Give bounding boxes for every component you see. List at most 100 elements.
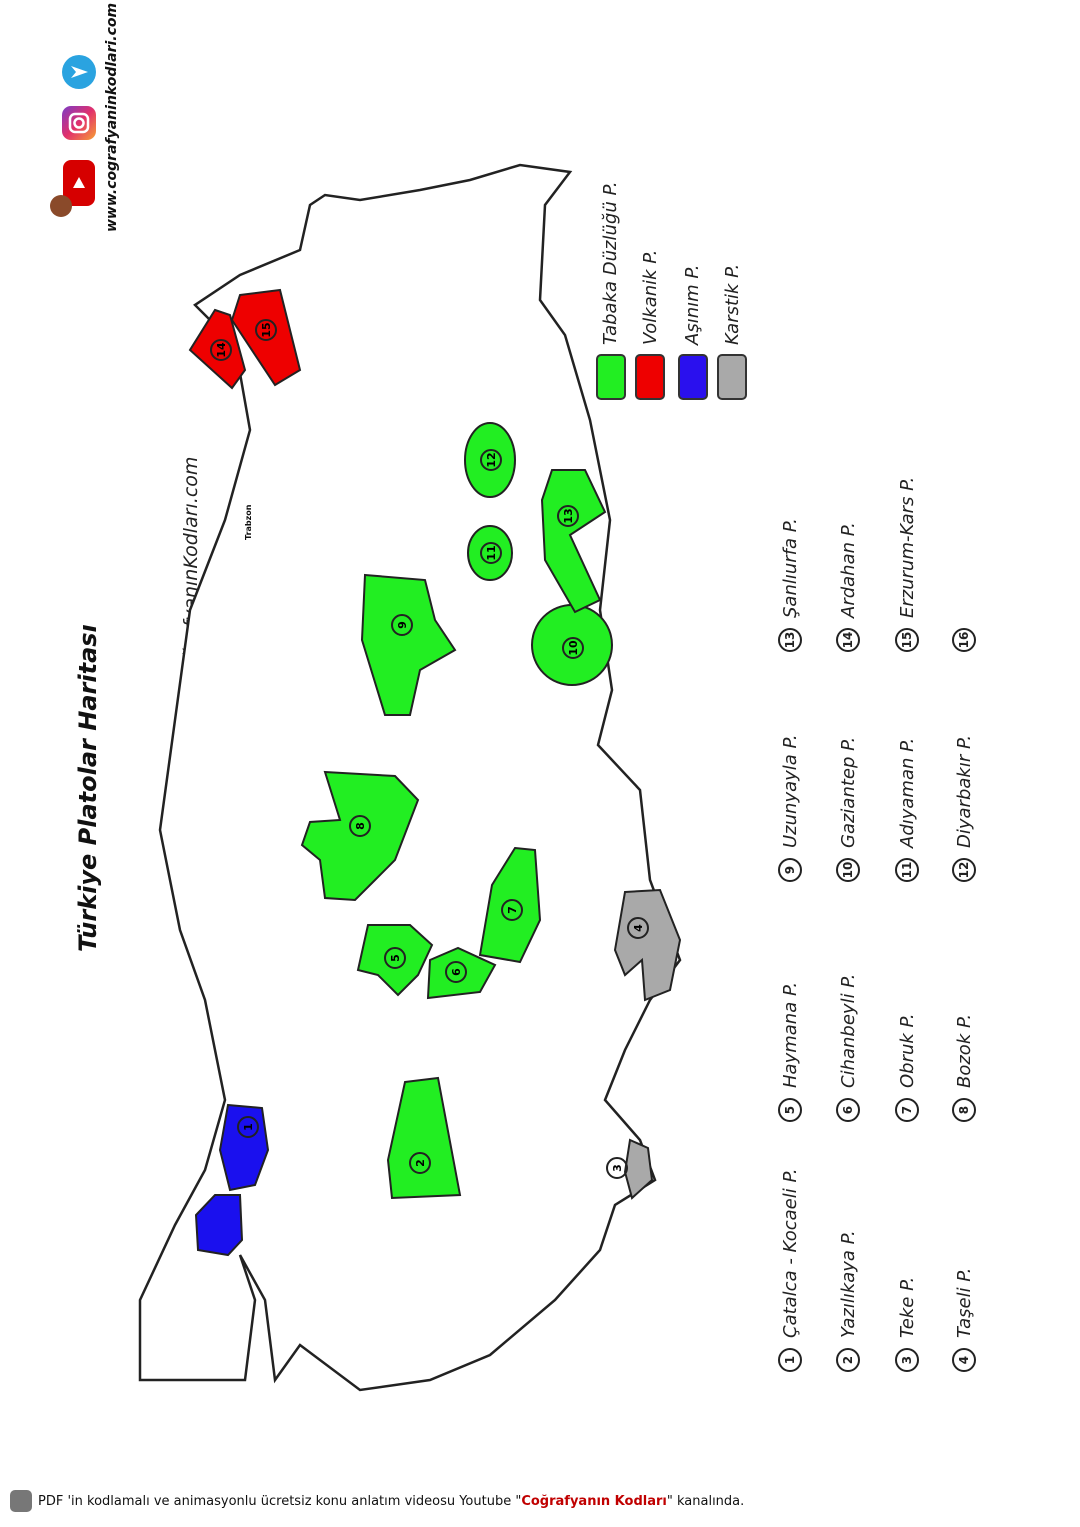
plateau-list-item: 10 Gaziantep P. (836, 737, 860, 882)
map-label-number: 7 (506, 906, 519, 914)
plateau-number: 9 (778, 858, 802, 882)
plateau-number: 12 (952, 858, 976, 882)
plateau-list-item: 2 Yazılıkaya P. (836, 1230, 860, 1372)
plateau-number: 11 (895, 858, 919, 882)
plateau-name: Çatalca - Kocaeli P. (779, 1168, 801, 1338)
cartoon-avatar-icon (50, 195, 72, 217)
plateau-number: 6 (836, 1098, 860, 1122)
plateau-9[interactable] (360, 573, 457, 716)
telegram-icon[interactable] (62, 55, 96, 89)
plateau-name: Bozok P. (953, 1013, 975, 1088)
plateau-name: Şanlıurfa P. (779, 518, 801, 618)
map-label-circle (627, 917, 649, 939)
plateau-7[interactable] (478, 846, 542, 964)
legend-label-karstik: Karstik P. (722, 263, 743, 345)
plateau-number: 14 (836, 628, 860, 652)
map-label-circle (409, 1152, 431, 1174)
map-label-number: 10 (567, 640, 580, 656)
plateau-4[interactable] (613, 888, 682, 1002)
plateau-name: Uzunyayla P. (779, 734, 801, 848)
map-label-number: 2 (414, 1159, 427, 1167)
map-label-circle (480, 542, 502, 564)
plateau-12[interactable] (464, 422, 516, 498)
map-label-circle (445, 961, 467, 983)
footer-text: PDF 'in kodlamalı ve animasyonlu ücretsi… (38, 1493, 745, 1509)
plateau-number: 15 (895, 628, 919, 652)
legend-label-volkanik: Volkanik P. (640, 249, 661, 345)
plateau-name: Adıyaman P. (896, 737, 918, 848)
youtube-icon[interactable] (63, 160, 95, 206)
legend-swatch-karstik (717, 354, 747, 400)
plateau-list-item: 14 Ardahan P. (836, 522, 860, 652)
map-label-number: 8 (354, 822, 367, 830)
plateau-number: 2 (836, 1348, 860, 1372)
map-label-number: 3 (611, 1164, 624, 1172)
map-label-number: 15 (260, 322, 273, 337)
plateau-11[interactable] (467, 525, 513, 581)
plateau-list-item: 6 Cihanbeyli P. (836, 974, 860, 1122)
map-label-circle (562, 637, 584, 659)
plateau-6[interactable] (426, 946, 497, 1000)
plateau-list-item: 4 Taşeli P. (952, 1268, 976, 1372)
plateau-name: Erzurum-Kars P. (896, 476, 918, 618)
plateau-name: Teke P. (896, 1276, 918, 1338)
plateau-number: 4 (952, 1348, 976, 1372)
plateau-list-item: 7 Obruk P. (895, 1013, 919, 1122)
map-label-circle (349, 815, 371, 837)
map-label-circle (391, 614, 413, 636)
plateau-number: 8 (952, 1098, 976, 1122)
plateau-list-item: 1 Çatalca - Kocaeli P. (778, 1168, 802, 1372)
plateau-14[interactable] (188, 308, 247, 390)
plateau-name: Diyarbakır P. (953, 734, 975, 848)
legend-swatch-tabaka (596, 354, 626, 400)
plateau-list-item: 12 Diyarbakır P. (952, 735, 976, 882)
map-label-number: 6 (450, 968, 463, 976)
plateau-list-item: 11 Adıyaman P. (895, 738, 919, 882)
map-label-circle (606, 1157, 628, 1179)
plateau-number: 5 (778, 1098, 802, 1122)
plateau-2[interactable] (386, 1076, 462, 1200)
youtube-channel-link[interactable]: Coğrafyanın Kodları (521, 1493, 667, 1509)
plateau-3[interactable] (623, 1138, 654, 1200)
legend-swatch-volkanik (635, 354, 665, 400)
plateau-number: 10 (836, 858, 860, 882)
plateau-name: Yazılıkaya P. (837, 1230, 859, 1338)
plateau-number: 7 (895, 1098, 919, 1122)
plateau-list-item: 9 Uzunyayla P. (778, 734, 802, 882)
map-label-number: 1 (242, 1123, 255, 1131)
plateau-name: Cihanbeyli P. (837, 973, 859, 1088)
map-label-number: 9 (396, 621, 409, 629)
footer: PDF 'in kodlamalı ve animasyonlu ücretsi… (10, 1490, 744, 1512)
map-label-number: 11 (485, 545, 498, 560)
legend-label-tabaka: Tabaka Düzlüğü P. (600, 181, 621, 345)
plateau-number: 16 (952, 628, 976, 652)
plateau-name: Haymana P. (779, 981, 801, 1088)
legend-label-asinim: Aşınım P. (682, 264, 703, 345)
map-label-circle (384, 947, 406, 969)
instagram-icon[interactable] (62, 106, 96, 140)
plateau-list-item: 13 Şanlıurfa P. (778, 518, 802, 652)
plateau-list-item: 15 Erzurum-Kars P. (895, 477, 919, 652)
plateau-name: Obruk P. (896, 1013, 918, 1088)
plateau-list-item: 5 Haymana P. (778, 982, 802, 1122)
plateau-number: 1 (778, 1348, 802, 1372)
map-label-circle (501, 899, 523, 921)
map-label-circle (255, 319, 277, 341)
plateau-name: Ardahan P. (837, 522, 859, 618)
plateau-5[interactable] (356, 924, 434, 997)
plateau-list-item: 8 Bozok P. (952, 1014, 976, 1122)
legend-swatch-asinim (678, 354, 708, 400)
plateau-13[interactable] (540, 469, 607, 614)
map-label-number: 13 (562, 508, 575, 523)
plateau-name: Gaziantep P. (837, 736, 859, 848)
tv-icon (10, 1490, 32, 1512)
map-label-number: 14 (215, 342, 228, 358)
map-label-number: 4 (632, 924, 645, 932)
plateau-1[interactable] (194, 1103, 270, 1257)
plateau-list-item: 3 Teke P. (895, 1277, 919, 1372)
map-label-circle (557, 505, 579, 527)
plateau-15[interactable] (230, 288, 302, 387)
map-label-number: 12 (485, 452, 498, 467)
